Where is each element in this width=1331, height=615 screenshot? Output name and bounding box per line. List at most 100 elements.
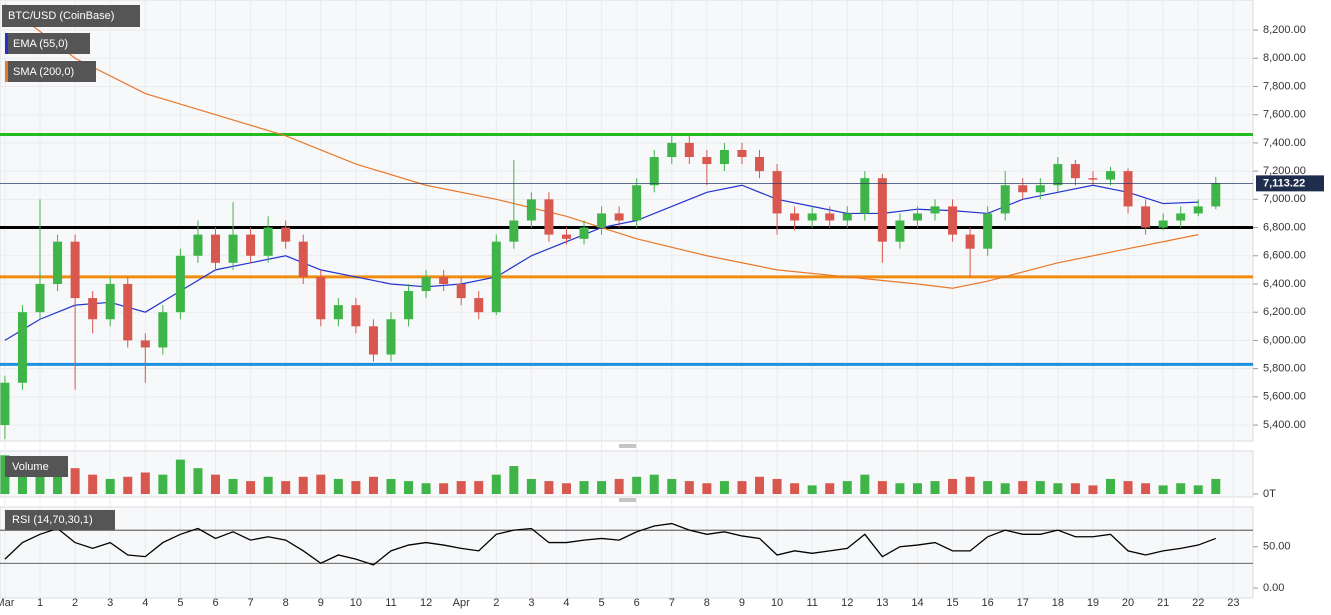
candle-body [702, 157, 712, 165]
volume-bar [983, 481, 993, 494]
volume-bar [1141, 483, 1151, 494]
y-tick-label: 7,400.00 [1263, 137, 1306, 149]
volume-bar [965, 476, 975, 494]
candle-body [140, 340, 150, 348]
x-tick-label: 8 [283, 597, 289, 609]
panel-handle[interactable] [618, 443, 636, 449]
volume-bar [123, 476, 133, 494]
candle-body [1176, 213, 1186, 221]
x-tick-label: 9 [739, 597, 745, 609]
candle-body [597, 213, 607, 228]
volume-bar [895, 483, 905, 494]
legend-box [5, 456, 68, 477]
candle-body [1141, 206, 1151, 228]
volume-bar [1176, 483, 1186, 494]
legend-swatch [5, 33, 8, 54]
candle-body [790, 213, 800, 221]
x-tick-label: 10 [350, 597, 362, 609]
volume-bar [368, 476, 378, 494]
candle-body [105, 283, 115, 320]
volume-bar [263, 476, 273, 494]
candle-body [561, 234, 571, 239]
volume-bar [53, 470, 63, 494]
candle-body [193, 234, 203, 256]
y-tick-label: 7,000.00 [1263, 193, 1306, 205]
volume-bar [1158, 485, 1168, 494]
volume-bar [737, 481, 747, 494]
candle-body [386, 319, 396, 355]
volume-bar [561, 483, 571, 494]
volume-bar [211, 474, 221, 494]
candle-body [53, 241, 63, 284]
x-tick-label: 14 [911, 597, 923, 609]
candle-body [1018, 185, 1028, 193]
y-tick-label: 6,600.00 [1263, 250, 1306, 262]
x-tick-label: 19 [1087, 597, 1099, 609]
volume-bar [1088, 485, 1098, 494]
candle-body [632, 185, 642, 221]
volume-bar [105, 478, 115, 494]
volume-bar [860, 474, 870, 494]
rsi-title: RSI (14,70,30,1) [12, 514, 93, 526]
volume-bar [17, 468, 27, 494]
candle-body [649, 157, 659, 186]
candle-body [1193, 206, 1203, 214]
x-tick-label: 8 [704, 597, 710, 609]
legend-swatch [5, 61, 8, 82]
x-tick-label: 20 [1122, 597, 1134, 609]
candle-body [1053, 164, 1063, 186]
candle-body [211, 234, 221, 263]
volume-bar [632, 476, 642, 494]
volume-bar [70, 468, 80, 494]
volume-bar [228, 478, 238, 494]
y-tick-label: 50.00 [1263, 541, 1291, 553]
candle-body [912, 213, 922, 221]
volume-bar [544, 481, 554, 494]
volume-bar [386, 478, 396, 494]
candle-body [298, 241, 308, 277]
x-tick-label: 4 [142, 597, 148, 609]
candle-body [544, 199, 554, 235]
legend-box [5, 510, 115, 530]
candle-body [965, 234, 975, 249]
x-tick-label: 15 [946, 597, 958, 609]
volume-bar [825, 483, 835, 494]
volume-bar [35, 463, 45, 494]
volume-bar [667, 478, 677, 494]
candle-body [1123, 171, 1133, 207]
candle-body [175, 255, 185, 313]
volume-bar [351, 481, 361, 494]
volume-bar [439, 483, 449, 494]
x-tick-label: 2 [72, 597, 78, 609]
x-tick-label: 12 [841, 597, 853, 609]
volume-bar [281, 481, 291, 494]
volume-bar [175, 459, 185, 494]
legend-label: EMA (55,0) [13, 38, 68, 50]
x-tick-label: 5 [599, 597, 605, 609]
candle-body [1070, 164, 1080, 179]
y-tick-label: 6,800.00 [1263, 221, 1306, 233]
x-tick-label: 1 [37, 597, 43, 609]
x-tick-label: 2 [493, 597, 499, 609]
volume-bar [842, 481, 852, 494]
x-tick-label: 4 [563, 597, 569, 609]
rsi-panel [0, 506, 1254, 599]
volume-bar [456, 481, 466, 494]
y-tick-label: 0T [1263, 488, 1276, 500]
candle-body [1158, 220, 1168, 228]
candle-body [0, 382, 10, 426]
price-panel [0, 0, 1254, 442]
x-tick-label: 10 [771, 597, 783, 609]
panel-handle[interactable] [618, 498, 636, 504]
volume-bar [491, 474, 501, 494]
volume-bar [702, 483, 712, 494]
candle-body [421, 276, 431, 292]
volume-bar [404, 481, 414, 494]
candle-body [526, 199, 536, 221]
x-tick-label: 5 [177, 597, 183, 609]
volume-bar [1193, 485, 1203, 494]
legend-box [2, 5, 140, 27]
candle-body [491, 241, 501, 313]
candle-body [158, 312, 168, 348]
